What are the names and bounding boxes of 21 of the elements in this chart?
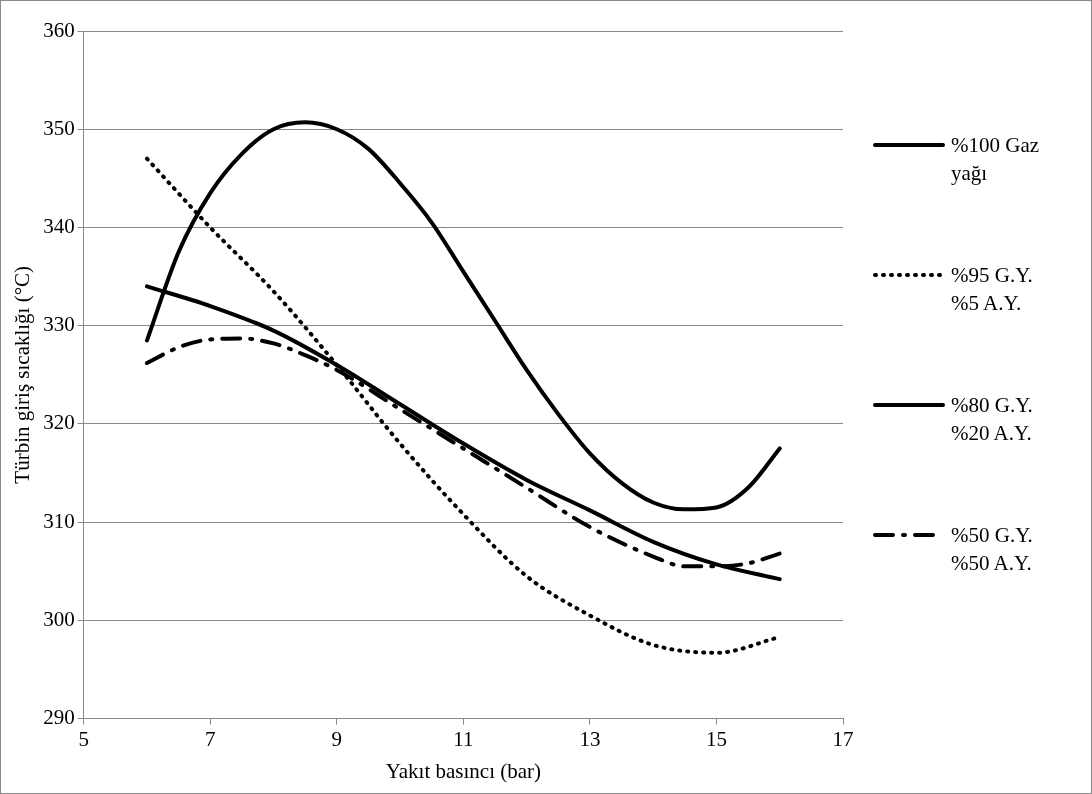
legend-label: %95 G.Y. %5 A.Y.: [951, 262, 1034, 317]
x-tick-label: 9: [331, 726, 343, 751]
y-tick-label: 290: [43, 705, 75, 730]
x-tick-label: 13: [579, 726, 601, 751]
x-tick-label: 15: [705, 726, 727, 751]
x-axis-title: Yakıt basıncı (bar): [385, 758, 542, 783]
y-tick-label: 310: [43, 508, 75, 533]
y-tick-label: 300: [43, 606, 75, 631]
y-tick-label: 330: [43, 312, 75, 337]
x-tick-label: 7: [205, 726, 216, 751]
legend-label: %80 G.Y. %20 A.Y.: [951, 392, 1034, 447]
x-tick-label: 11: [453, 726, 474, 751]
y-axis-title: Türbin giriş sıcaklığı (°C): [10, 265, 35, 484]
y-tick-label: 320: [43, 410, 75, 435]
x-tick-label: 5: [78, 726, 89, 751]
x-tick-label: 17: [832, 726, 854, 751]
legend-label: %100 Gaz yağı: [951, 132, 1041, 187]
y-tick-label: 350: [43, 115, 75, 140]
y-tick-label: 340: [43, 213, 75, 238]
y-tick-label: 360: [43, 17, 75, 42]
legend-label: %50 G.Y. %50 A.Y.: [951, 522, 1034, 577]
